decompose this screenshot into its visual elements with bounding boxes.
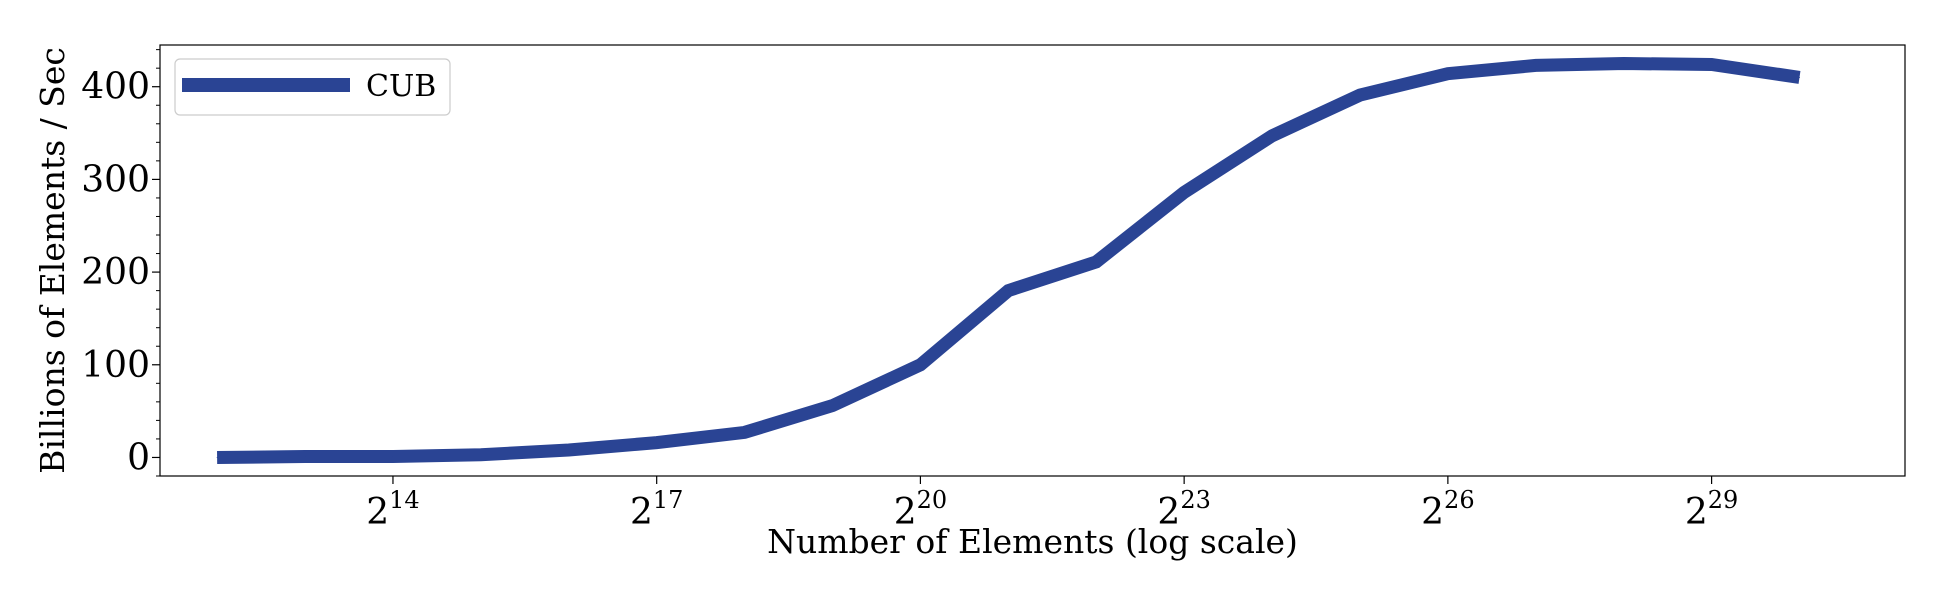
data-point (216, 456, 218, 458)
y-tick-label: 400 (81, 67, 150, 108)
data-point (1447, 73, 1449, 75)
legend-label-cub: CUB (366, 69, 436, 104)
data-point (1095, 261, 1097, 263)
data-point (392, 456, 394, 458)
data-point (1535, 64, 1537, 66)
plot-frame (159, 44, 1906, 477)
data-point (832, 405, 834, 407)
data-point (480, 454, 482, 456)
y-tick-label: 200 (81, 252, 150, 293)
x-tick-label: 220 (894, 486, 947, 533)
series-line-cub (217, 56, 1801, 464)
y-tick-label: 100 (81, 345, 150, 386)
x-tick-label: 223 (1157, 486, 1210, 533)
x-axis-label: Number of Elements (log scale) (767, 522, 1298, 561)
series-layer (216, 56, 1801, 464)
data-point (568, 449, 570, 451)
legend: CUB (174, 58, 451, 116)
data-point (1007, 290, 1009, 292)
data-point (1711, 63, 1713, 65)
data-point (1799, 76, 1801, 78)
data-point (919, 364, 921, 366)
x-axis-ticks: 214 217 220 223 226 229 (366, 476, 1738, 533)
y-axis-ticks: 0 100 200 300 400 (81, 49, 160, 478)
x-tick-label: 226 (1421, 486, 1474, 533)
data-point (304, 456, 306, 458)
x-tick-label: 214 (366, 486, 419, 533)
data-point (656, 442, 658, 444)
x-tick-label: 217 (630, 486, 683, 533)
data-point (1271, 135, 1273, 137)
x-tick-label: 229 (1685, 486, 1738, 533)
data-point (1183, 191, 1185, 193)
y-axis-label: Billions of Elements / Sec (33, 47, 72, 474)
data-point (744, 431, 746, 433)
y-tick-label: 0 (127, 437, 150, 478)
data-point (1623, 63, 1625, 65)
y-tick-label: 300 (81, 159, 150, 200)
data-point (1359, 94, 1361, 96)
